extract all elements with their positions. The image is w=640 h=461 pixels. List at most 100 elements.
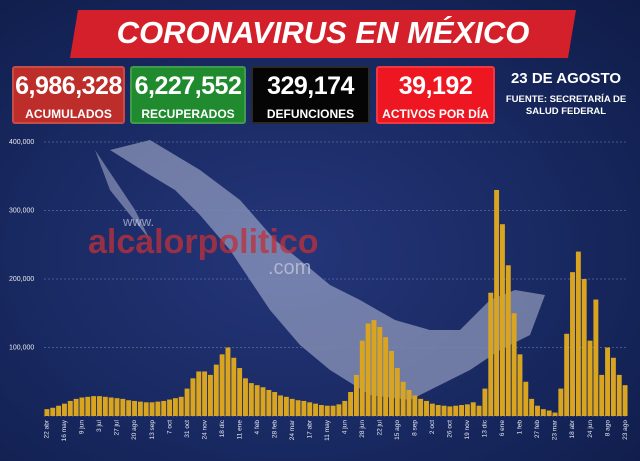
title: CORONAVIRUS EN MÉXICO xyxy=(117,15,530,50)
bar xyxy=(248,383,254,416)
bar xyxy=(219,354,225,416)
watermark-brand: alcalorpolitico xyxy=(88,223,319,261)
bar xyxy=(155,401,161,416)
bar xyxy=(278,395,283,416)
x-tick-label: 22 jul xyxy=(377,419,384,435)
x-tick-label: 17 abr xyxy=(306,419,313,438)
bar xyxy=(266,389,272,416)
bar xyxy=(85,396,91,416)
bar xyxy=(91,396,97,416)
x-tick-label: 13 dic xyxy=(482,419,489,437)
bar xyxy=(470,402,476,416)
bar xyxy=(295,400,301,416)
bar xyxy=(558,388,564,416)
bar xyxy=(114,398,120,416)
stat-label: ACUMULADOS xyxy=(25,107,112,121)
watermark-www: www. xyxy=(122,214,154,229)
bar xyxy=(184,388,190,416)
bar xyxy=(120,398,126,416)
bar xyxy=(102,396,108,416)
bar xyxy=(73,398,79,416)
bar xyxy=(324,405,330,416)
bar xyxy=(260,387,266,416)
bar xyxy=(50,407,56,416)
x-tick-label: 24 nov xyxy=(201,419,208,439)
x-tick-label: 26 oct xyxy=(447,420,454,438)
bar xyxy=(400,381,406,416)
bar xyxy=(313,403,319,416)
bar xyxy=(132,400,137,416)
stat-label: DEFUNCIONES xyxy=(266,107,355,121)
x-tick-label: 11 may xyxy=(324,419,331,441)
map-peninsula xyxy=(95,150,150,240)
bar xyxy=(365,323,371,416)
x-tick-label: 24 mar xyxy=(289,419,296,440)
x-tick-label: 13 sep xyxy=(149,420,156,440)
bar xyxy=(377,326,383,416)
bar xyxy=(424,400,429,416)
bar xyxy=(301,400,307,416)
bar xyxy=(459,405,465,416)
bar xyxy=(289,398,295,416)
bar xyxy=(254,385,260,416)
bar xyxy=(389,350,394,416)
bar xyxy=(575,251,581,416)
bar xyxy=(143,402,149,416)
bar xyxy=(61,403,67,416)
bar xyxy=(605,347,611,416)
x-tick-label: 22 abr xyxy=(44,419,51,438)
x-tick-label: 2 oct xyxy=(429,420,436,434)
bar xyxy=(570,272,575,416)
x-tick-label: 4 jun xyxy=(341,420,348,434)
bar xyxy=(108,397,114,416)
bar xyxy=(511,313,517,416)
stat-box: 39,192 ACTIVOS POR DÍA xyxy=(376,66,495,124)
x-tick-label: 18 dic xyxy=(219,419,226,437)
bar xyxy=(137,401,143,416)
bar xyxy=(622,385,628,416)
bar xyxy=(552,412,558,416)
bar xyxy=(318,405,324,416)
x-tick-label: 16 may xyxy=(61,419,68,441)
bar xyxy=(178,396,184,416)
bar xyxy=(564,333,570,416)
bar xyxy=(272,392,278,416)
title-banner xyxy=(70,10,576,58)
bar xyxy=(79,397,85,416)
bar xyxy=(67,400,73,416)
stat-label: RECUPERADOS xyxy=(141,107,235,121)
x-tick-label: 19 nov xyxy=(464,419,471,439)
bar xyxy=(394,368,400,416)
bar xyxy=(482,388,488,416)
bar xyxy=(353,374,359,416)
x-tick-label: 9 jun xyxy=(79,420,86,434)
x-tick-label: 3 jul xyxy=(96,419,103,431)
bar xyxy=(342,400,348,416)
map-silhouette xyxy=(110,140,545,400)
bar xyxy=(529,398,535,416)
bar xyxy=(348,392,354,416)
bar xyxy=(172,398,178,416)
source-line: SALUD FEDERAL xyxy=(525,106,607,117)
x-tick-label: 1 feb xyxy=(517,420,524,435)
bar xyxy=(581,279,587,416)
bar xyxy=(44,409,50,416)
stat-value: 6,986,328 xyxy=(15,72,122,100)
x-tick-label: 11 ene xyxy=(236,420,243,440)
bar xyxy=(593,299,599,416)
stat-value: 329,174 xyxy=(267,72,354,100)
x-tick-label: 27 jul xyxy=(114,419,121,435)
bar xyxy=(587,340,593,416)
x-tick-label: 8 sep xyxy=(412,420,419,436)
bar xyxy=(207,374,213,416)
x-tick-label: 8 ago xyxy=(604,420,611,437)
bar xyxy=(167,399,173,416)
bar xyxy=(412,395,418,416)
bar xyxy=(610,357,616,416)
bar xyxy=(453,405,459,416)
bar xyxy=(546,410,552,416)
bar xyxy=(488,292,494,416)
y-tick-label: 100,000 xyxy=(9,344,34,351)
